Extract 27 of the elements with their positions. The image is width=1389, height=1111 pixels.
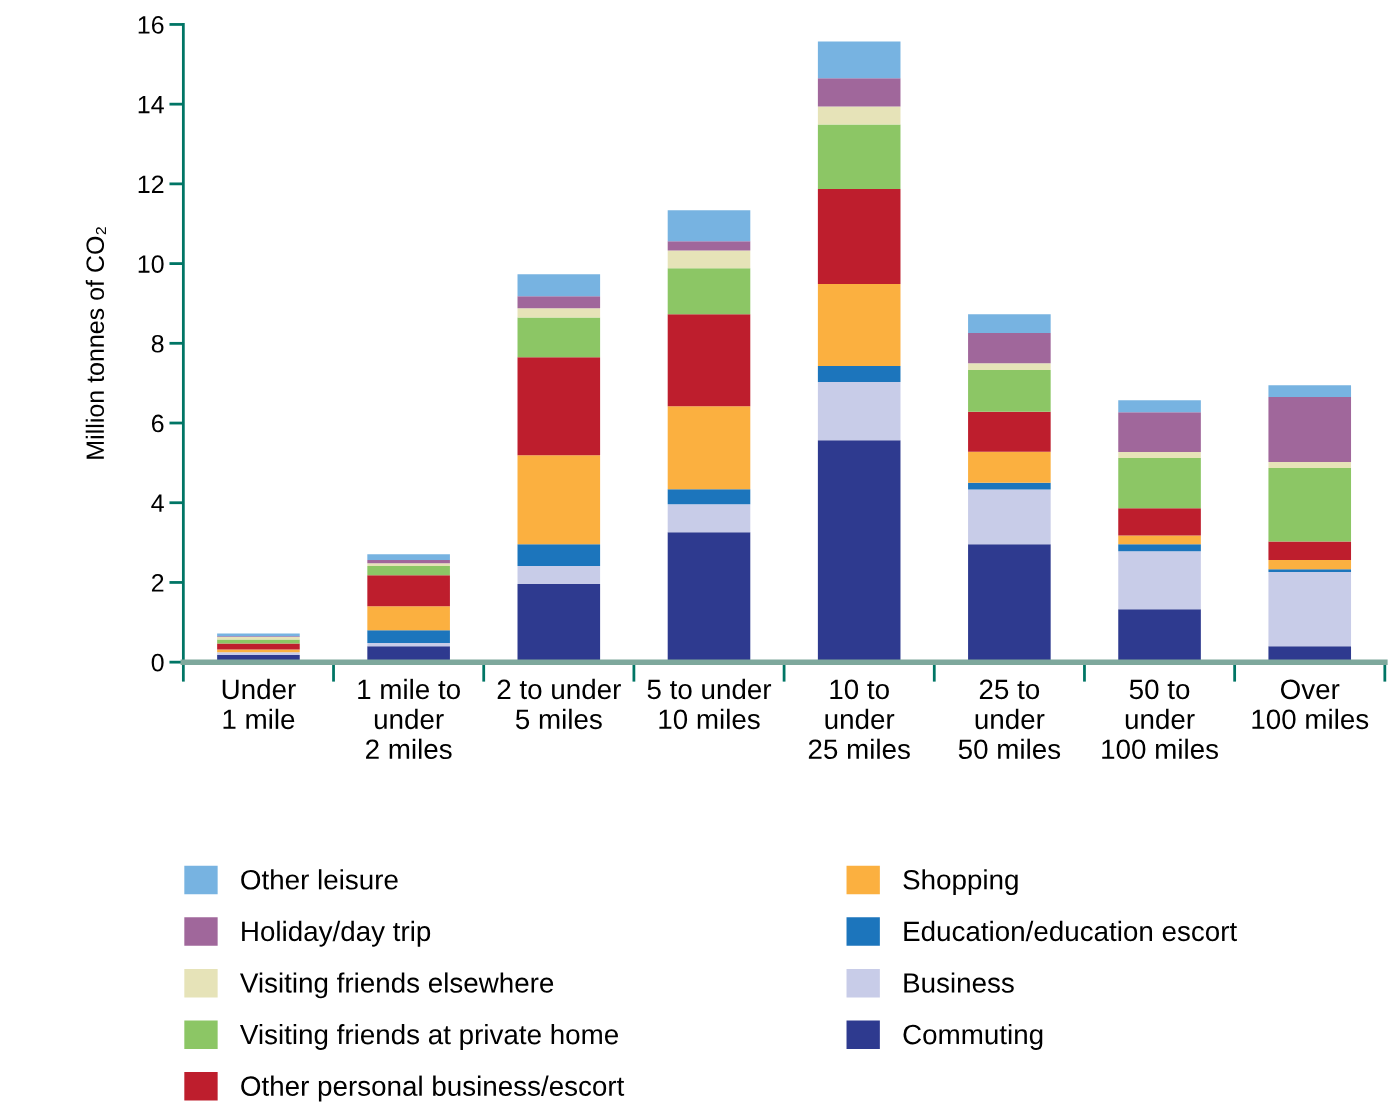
x-tick-label: 5 to under 10 miles — [647, 678, 772, 730]
y-tick-label: 2 — [151, 574, 164, 592]
legend-label: Commuting — [903, 1023, 1043, 1050]
legend-label: Visiting friends elsewhere — [240, 972, 554, 999]
y-tick-label: 14 — [138, 96, 164, 114]
x-tick-label: Under 1 mile — [222, 678, 296, 730]
x-tick-label: 50 to under 100 miles — [1102, 679, 1218, 760]
y-axis-title: Million tonnes of CO₂ — [85, 227, 106, 459]
y-tick-label: 4 — [151, 494, 164, 512]
legend-label: Holiday/day trip — [242, 920, 431, 947]
y-tick-label: 0 — [151, 653, 164, 672]
x-tick-label: 1 mile to under 2 miles — [358, 678, 460, 760]
y-tick-label: 6 — [151, 414, 164, 433]
x-tick-label: 25 to under 50 miles — [958, 679, 1061, 760]
legend-label: Other leisure — [241, 869, 398, 890]
legend-label: Education/education escort — [904, 920, 1237, 942]
x-tick-label: 2 to under 5 miles — [497, 678, 621, 730]
x-tick-label: Over 100 miles — [1252, 679, 1369, 730]
y-tick-label: 12 — [138, 175, 164, 193]
legend-label: Shopping — [903, 869, 1018, 896]
legend-label: Business — [904, 972, 1014, 993]
legend-label: Visiting friends at private home — [240, 1023, 618, 1050]
y-tick-label: 8 — [151, 334, 164, 353]
x-tick-label: 10 to under 25 miles — [808, 679, 910, 760]
y-tick-label: 16 — [138, 16, 164, 34]
legend-label: Other personal business/escort — [241, 1075, 625, 1102]
y-tick-label: 10 — [138, 255, 164, 273]
